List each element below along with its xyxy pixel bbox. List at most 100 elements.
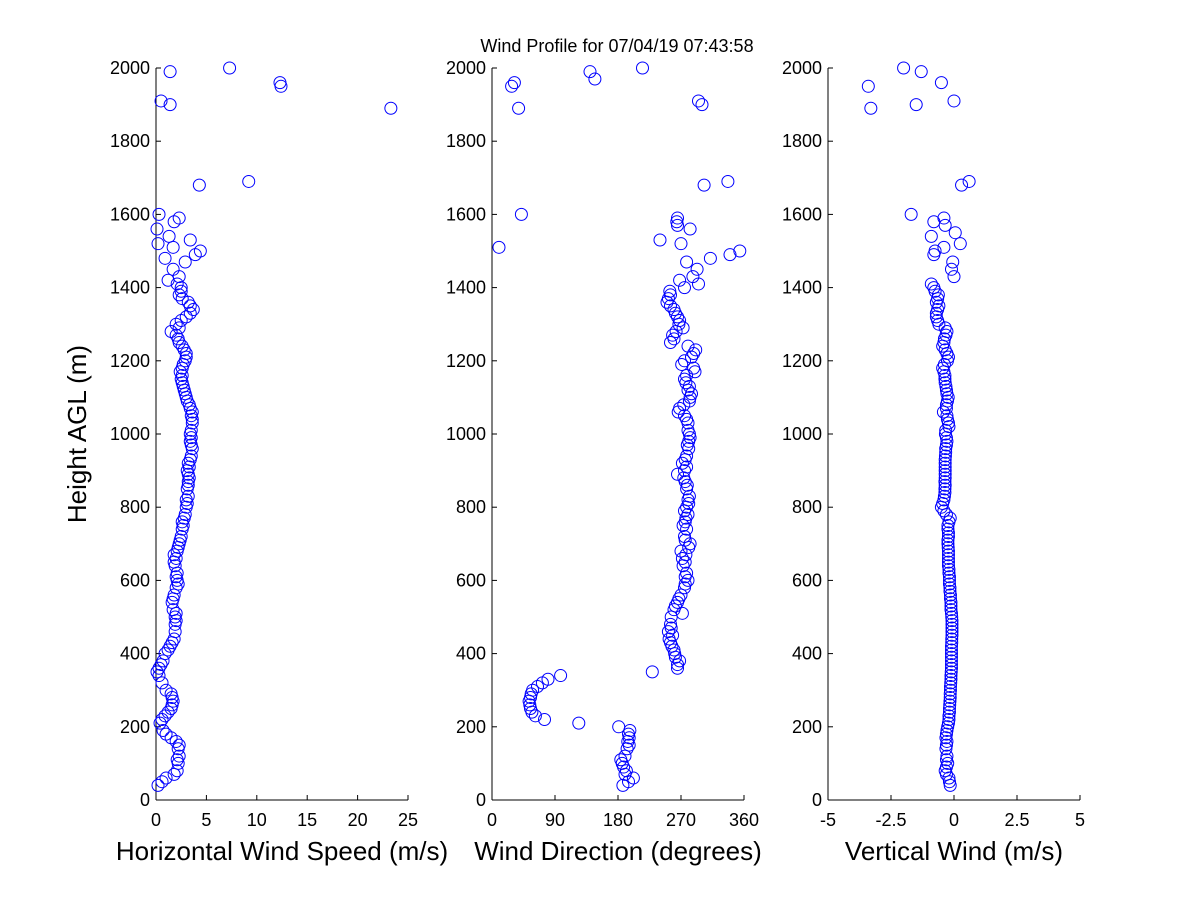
y-axis-label: Height AGL (m) [62,345,92,523]
data-point [924,277,938,291]
data-point [947,270,961,284]
data-point [159,727,173,741]
data-point [928,244,942,258]
y-tick-label: 1200 [446,351,486,371]
data-point [185,405,199,419]
data-point [181,489,195,503]
y-tick-label: 400 [120,644,150,664]
data-point [167,632,181,646]
data-point [622,775,635,789]
data-point [583,65,597,79]
x-tick-label: 0 [487,810,497,830]
data-point [614,753,628,767]
y-tick-label: 2000 [446,58,486,78]
data-point [156,654,170,668]
y-tick-label: 0 [812,790,822,810]
data-point [681,339,695,353]
y-tick-label: 1400 [782,278,822,298]
data-point [938,482,952,496]
data-point [941,529,955,543]
x-tick-label: -2.5 [875,810,906,830]
data-point [184,449,198,463]
data-point [942,570,956,584]
data-point [942,566,956,580]
data-point [945,625,959,639]
data-point [938,343,952,357]
data-point [169,551,183,565]
x-axis-label: Horizontal Wind Speed (m/s) [116,836,448,866]
y-tick-label: 1600 [782,204,822,224]
data-point [943,683,957,697]
data-point [177,343,191,357]
data-point [685,387,698,401]
data-point [864,101,878,115]
x-tick-label: 180 [603,810,633,830]
data-point [943,680,957,694]
x-tick-label: 0 [949,810,959,830]
data-point [170,753,184,767]
data-point [661,292,675,306]
data-point [588,72,602,86]
data-point [939,423,953,437]
data-point [175,292,189,306]
data-point [937,504,951,518]
data-point [671,661,684,675]
y-tick-label: 200 [120,717,150,737]
data-point [671,211,684,225]
data-point [940,387,954,401]
data-point [941,544,955,558]
data-point [946,255,960,269]
data-point [675,357,689,371]
data-point [645,665,659,679]
data-point [673,401,687,415]
data-point [942,420,956,434]
x-tick-label: 15 [297,810,317,830]
x-axis-label: Wind Direction (degrees) [474,836,762,866]
data-point [676,519,690,532]
data-point [937,211,951,225]
data-point [941,555,955,569]
data-point [939,727,953,741]
data-point [938,464,952,478]
y-tick-label: 600 [792,570,822,590]
data-point [721,174,735,188]
data-point [897,61,911,75]
data-point [942,712,956,726]
data-point [678,555,692,569]
y-tick-label: 1600 [110,204,150,224]
y-tick-label: 800 [792,497,822,517]
data-point [945,636,959,650]
data-point [162,229,176,243]
data-point [942,577,956,591]
data-point [193,244,207,258]
data-point [663,284,677,298]
x-tick-label: 5 [1075,810,1085,830]
y-tick-label: 800 [456,497,486,517]
data-point [679,548,693,562]
data-point [163,65,177,79]
data-point [166,603,180,617]
data-point [945,614,959,628]
data-point [528,709,542,723]
data-point [186,303,200,317]
data-point [944,262,958,276]
data-point [541,672,555,686]
data-point [674,588,688,602]
data-point [942,573,956,587]
y-tick-label: 400 [456,644,486,664]
data-point [683,222,697,236]
data-point [667,303,681,317]
x-tick-label: 25 [398,810,418,830]
data-point [942,705,956,719]
data-point [668,599,682,613]
data-point [941,526,955,540]
data-point [686,270,700,284]
data-point [942,775,956,789]
data-point [941,522,955,536]
data-point [940,409,954,423]
data-point [938,471,952,485]
data-point [687,361,701,375]
data-point [554,669,568,683]
data-point [939,731,953,745]
